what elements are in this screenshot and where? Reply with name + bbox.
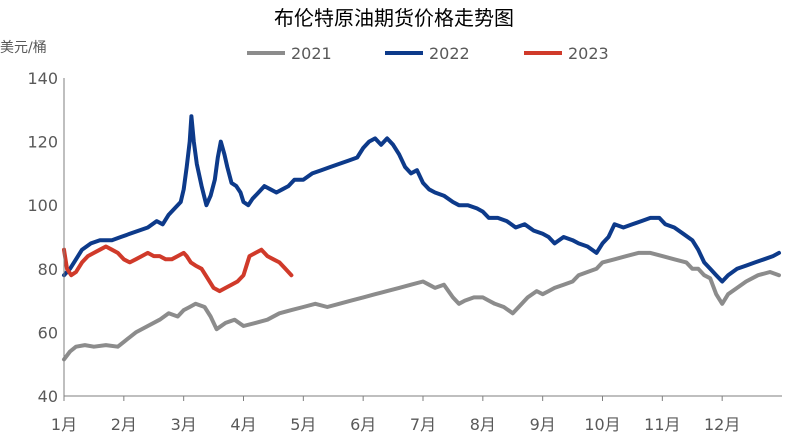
- x-tick-label: 11月: [644, 415, 680, 434]
- x-tick-label: 7月: [410, 415, 436, 434]
- x-tick-label: 1月: [51, 415, 77, 434]
- y-tick-label: 100: [27, 196, 58, 215]
- legend-label-2022: 2022: [429, 44, 470, 63]
- x-axis: 1月 2月 3月 4月 5月 6月 7月 8月 9月 10月 11月 12月: [51, 396, 740, 434]
- x-tick-label: 10月: [584, 415, 620, 434]
- y-axis: 40 60 80 100 120 140: [27, 69, 58, 406]
- legend-label-2023: 2023: [568, 44, 609, 63]
- series-line-2023: [62, 244, 294, 294]
- x-tick-label: 12月: [704, 415, 740, 434]
- legend: 2021 2022 2023: [247, 44, 609, 63]
- x-tick-label: 4月: [230, 415, 256, 434]
- series-layer: [62, 114, 781, 362]
- y-tick-label: 120: [27, 133, 58, 152]
- y-tick-label: 40: [38, 387, 58, 406]
- series-line-2021: [62, 250, 781, 362]
- y-tick-label: 140: [27, 69, 58, 88]
- x-tick-label: 9月: [530, 415, 556, 434]
- y-axis-unit-label: 美元/桶: [0, 40, 47, 56]
- chart-title: 布伦特原油期货价格走势图: [274, 6, 514, 30]
- y-tick-label: 60: [38, 323, 58, 342]
- x-tick-label: 5月: [290, 415, 316, 434]
- y-tick-label: 80: [38, 260, 58, 279]
- x-tick-label: 2月: [111, 415, 137, 434]
- legend-label-2021: 2021: [291, 44, 332, 63]
- x-tick-label: 6月: [350, 415, 376, 434]
- series-line-2022: [62, 114, 781, 284]
- x-tick-label: 3月: [171, 415, 197, 434]
- x-tick-label: 8月: [470, 415, 496, 434]
